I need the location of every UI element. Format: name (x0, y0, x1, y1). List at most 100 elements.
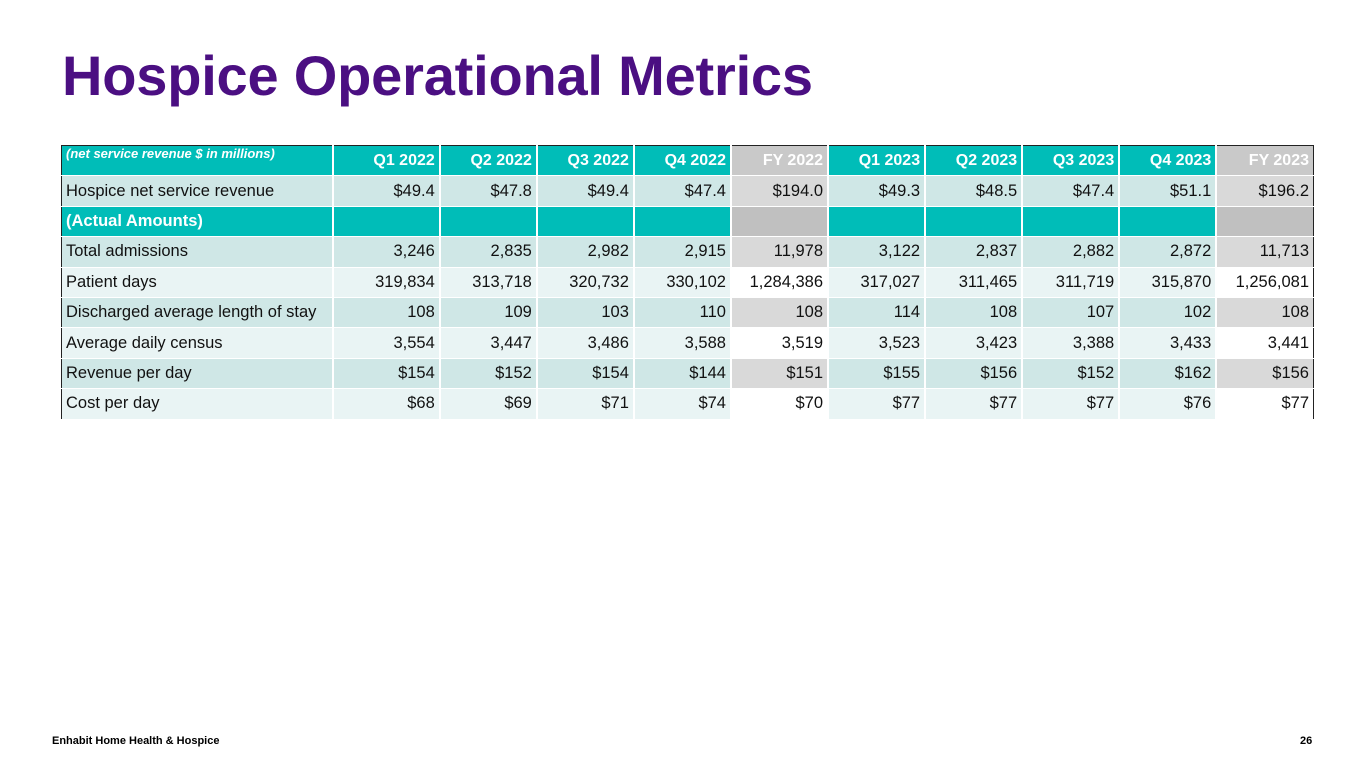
row-label: Hospice net service revenue (61, 175, 333, 207)
table-cell: 109 (438, 297, 537, 329)
table-cell: $151 (729, 358, 829, 390)
table-cell: 317,027 (827, 267, 926, 298)
table-cell: 2,915 (632, 236, 731, 268)
table-row: Discharged average length of stay 108 109 1… (61, 297, 1314, 329)
table-cell: $47.8 (438, 175, 537, 207)
table-cell: $154 (535, 358, 634, 390)
table-cell: 103 (535, 297, 634, 329)
metrics-table: (net service revenue $ in millions) Q1 2… (61, 145, 1314, 420)
table-cell (1118, 206, 1217, 238)
table-cell: 3,519 (729, 327, 829, 359)
table-cell: 313,718 (438, 267, 537, 298)
table-cell: $69 (438, 388, 537, 420)
table-cell: $77 (1215, 388, 1314, 420)
table-cell: $155 (827, 358, 926, 390)
table-cell: $76 (1118, 388, 1217, 420)
table-cell: 3,441 (1215, 327, 1314, 359)
row-label: Total admissions (61, 236, 333, 268)
table-cell: 3,246 (331, 236, 440, 268)
table-cell: $144 (632, 358, 731, 390)
page-number: 26 (1300, 735, 1313, 747)
table-cell: $194.0 (729, 175, 829, 207)
table-cell: 1,284,386 (729, 267, 829, 298)
table-cell: $68 (331, 388, 440, 420)
table-cell: 108 (331, 297, 440, 329)
table-cell: 3,588 (632, 327, 731, 359)
table-cell: 320,732 (535, 267, 634, 298)
table-cell: 3,447 (438, 327, 537, 359)
table-cell: 3,523 (827, 327, 926, 359)
table-cell: 311,465 (924, 267, 1023, 298)
table-cell: 319,834 (331, 267, 440, 298)
table-cell: 2,837 (924, 236, 1023, 268)
table-cell: 311,719 (1021, 267, 1120, 298)
table-cell: $49.4 (331, 175, 440, 207)
column-header: Q1 2022 (331, 145, 440, 177)
table-cell (331, 206, 440, 238)
table-cell: $152 (438, 358, 537, 390)
units-note: (net service revenue $ in millions) (61, 145, 333, 177)
table-cell: 1,256,081 (1215, 267, 1314, 298)
table-cell: $49.4 (535, 175, 634, 207)
table-cell: $77 (924, 388, 1023, 420)
table-cell: $47.4 (632, 175, 731, 207)
table-row: Patient days 319,834 313,718 320,732 330,102… (61, 267, 1314, 298)
table-cell (729, 206, 829, 238)
table-cell: 2,835 (438, 236, 537, 268)
table-cell: 3,486 (535, 327, 634, 359)
row-label: Average daily census (61, 327, 333, 359)
section-label: (Actual Amounts) (61, 206, 333, 238)
table-cell: 3,554 (331, 327, 440, 359)
table-cell (438, 206, 537, 238)
column-header: FY 2022 (729, 145, 829, 177)
row-label: Patient days (61, 267, 333, 298)
table-cell (632, 206, 731, 238)
column-header: Q2 2022 (438, 145, 537, 177)
table-row: Revenue per day $154 $152 $154 $144 $151 $155 $… (61, 358, 1314, 390)
table-row: Hospice net service revenue $49.4 $47.8 … (61, 175, 1314, 207)
footer-company: Enhabit Home Health & Hospice (52, 735, 220, 747)
table-cell (1215, 206, 1314, 238)
table-cell: 108 (729, 297, 829, 329)
table-cell: $196.2 (1215, 175, 1314, 207)
table-cell: $154 (331, 358, 440, 390)
table-cell: 11,713 (1215, 236, 1314, 268)
table-cell: 11,978 (729, 236, 829, 268)
table-cell (1021, 206, 1120, 238)
column-header: FY 2023 (1215, 145, 1314, 177)
table-row: Average daily census 3,554 3,447 3,486 3,588… (61, 327, 1314, 359)
table-cell: 330,102 (632, 267, 731, 298)
table-cell: 3,388 (1021, 327, 1120, 359)
table-cell: 108 (1215, 297, 1314, 329)
table-cell: $47.4 (1021, 175, 1120, 207)
section-row: (Actual Amounts) (61, 206, 1314, 238)
table-cell: $74 (632, 388, 731, 420)
column-header: Q1 2023 (827, 145, 926, 177)
table-cell: 110 (632, 297, 731, 329)
table-cell: 2,872 (1118, 236, 1217, 268)
table-cell: $71 (535, 388, 634, 420)
column-header: Q2 2023 (924, 145, 1023, 177)
table-cell: $162 (1118, 358, 1217, 390)
table-cell (924, 206, 1023, 238)
table-cell: 114 (827, 297, 926, 329)
table-cell: $70 (729, 388, 829, 420)
table-cell: 2,882 (1021, 236, 1120, 268)
table-cell: 107 (1021, 297, 1120, 329)
row-label: Discharged average length of stay (61, 297, 333, 329)
table-cell: $49.3 (827, 175, 926, 207)
column-header: Q4 2023 (1118, 145, 1217, 177)
table-row: Cost per day $68 $69 $71 $74 $70 $77 $77 $77 $76 $… (61, 388, 1314, 420)
table-cell: $48.5 (924, 175, 1023, 207)
table-cell (535, 206, 634, 238)
column-header: Q3 2022 (535, 145, 634, 177)
table-row: Total admissions 3,246 2,835 2,982 2,915 11,9… (61, 236, 1314, 268)
table-cell: $77 (1021, 388, 1120, 420)
row-label: Cost per day (61, 388, 333, 420)
table-cell: 3,122 (827, 236, 926, 268)
table-cell: 315,870 (1118, 267, 1217, 298)
table-header-row: (net service revenue $ in millions) Q1 2… (61, 145, 1314, 177)
table-cell: 102 (1118, 297, 1217, 329)
column-header: Q3 2023 (1021, 145, 1120, 177)
table-cell: 108 (924, 297, 1023, 329)
